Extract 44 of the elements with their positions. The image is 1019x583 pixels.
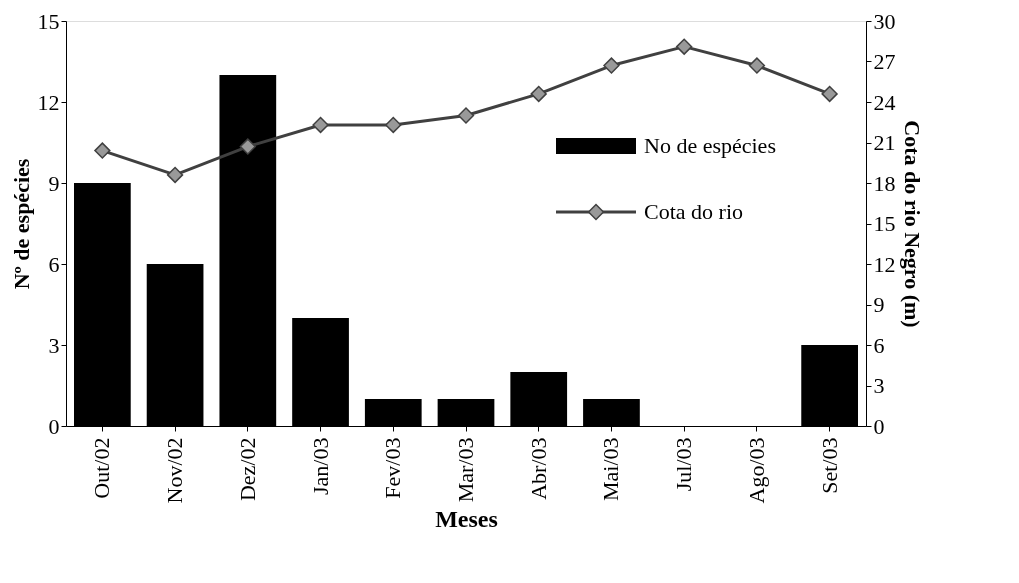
x-tick-label: Mai/03 — [598, 437, 624, 502]
y-tick-label: 3 — [48, 332, 60, 358]
x-tick-label: Jul/03 — [671, 437, 697, 492]
y-tick-label: 9 — [48, 170, 60, 196]
point — [385, 116, 402, 134]
y2-tick-label: 30 — [873, 8, 896, 34]
y2-tick-label: 18 — [873, 170, 896, 196]
y2-tick-label: 3 — [873, 373, 885, 398]
point — [603, 57, 620, 74]
x-tick-label: Mar/03 — [453, 437, 478, 503]
y2-tick-label: 0 — [873, 413, 885, 439]
point — [821, 85, 838, 103]
y2-tick-label: 12 — [873, 251, 896, 277]
point — [166, 166, 184, 184]
point — [312, 116, 329, 134]
x-tick-label: Fev/03 — [380, 437, 406, 499]
x-tick-label: Ago/03 — [743, 437, 769, 504]
x-tick-label: Nov/02 — [162, 437, 188, 504]
legend-label: Cota do rio — [644, 199, 743, 224]
y2-tick-label: 6 — [873, 332, 885, 358]
x-tick-label: Out/02 — [89, 437, 115, 499]
y2-tick-label: 9 — [873, 292, 885, 317]
y2-tick-label: 27 — [873, 49, 896, 74]
y2-tick-label: 21 — [873, 130, 896, 155]
y-tick-label: 15 — [37, 8, 60, 34]
y-axis-title: Nº de espécies — [8, 158, 34, 290]
x-tick-label: Abr/03 — [525, 437, 551, 500]
legend-label: No de espécies — [644, 133, 776, 158]
point — [530, 85, 547, 103]
y-tick-label: 12 — [37, 89, 60, 115]
point — [748, 57, 766, 74]
y-tick-label: 6 — [48, 251, 60, 277]
x-tick-label: Dez/02 — [234, 437, 260, 502]
point — [94, 142, 111, 159]
x-axis-title: Meses — [435, 505, 498, 532]
y2-axis-title: Cota do rio Negro (m) — [899, 120, 925, 328]
point — [239, 138, 256, 155]
x-tick-label: Jan/03 — [307, 437, 333, 495]
point — [676, 38, 693, 55]
x-tick-label: Set/03 — [816, 437, 842, 494]
y-tick-label: 0 — [48, 413, 60, 439]
y2-tick-label: 15 — [873, 211, 896, 236]
point — [457, 107, 475, 124]
y2-tick-label: 24 — [873, 89, 896, 115]
